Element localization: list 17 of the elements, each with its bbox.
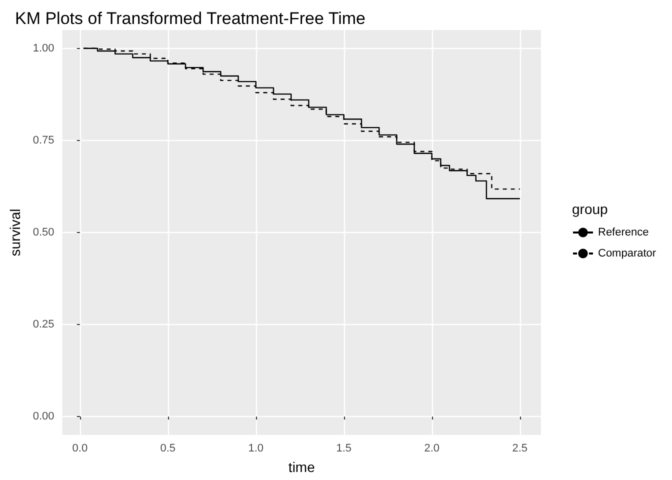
x-tick-label: 1.5 — [336, 442, 352, 454]
legend-label: Comparator — [598, 248, 656, 260]
x-tick-label: 2.0 — [424, 442, 440, 454]
x-tick-label: 0.5 — [160, 442, 176, 454]
legend-title: group — [572, 201, 608, 217]
x-axis-title: time — [288, 459, 316, 475]
y-tick-label: 0.25 — [32, 318, 54, 331]
y-tick-label: 0.00 — [32, 410, 54, 423]
y-tick-label: 0.75 — [32, 134, 54, 146]
y-tick-label: 1.00 — [32, 42, 54, 54]
legend-label: Reference — [598, 226, 649, 238]
x-tick-label: 1.0 — [248, 442, 264, 454]
y-tick-label: 0.50 — [32, 226, 54, 238]
chart-title: KM Plots of Transformed Treatment-Free Time — [15, 9, 366, 28]
x-tick-label: 2.5 — [512, 442, 528, 454]
x-tick-label: 0.0 — [72, 442, 88, 454]
y-axis-title: survival — [7, 208, 23, 256]
